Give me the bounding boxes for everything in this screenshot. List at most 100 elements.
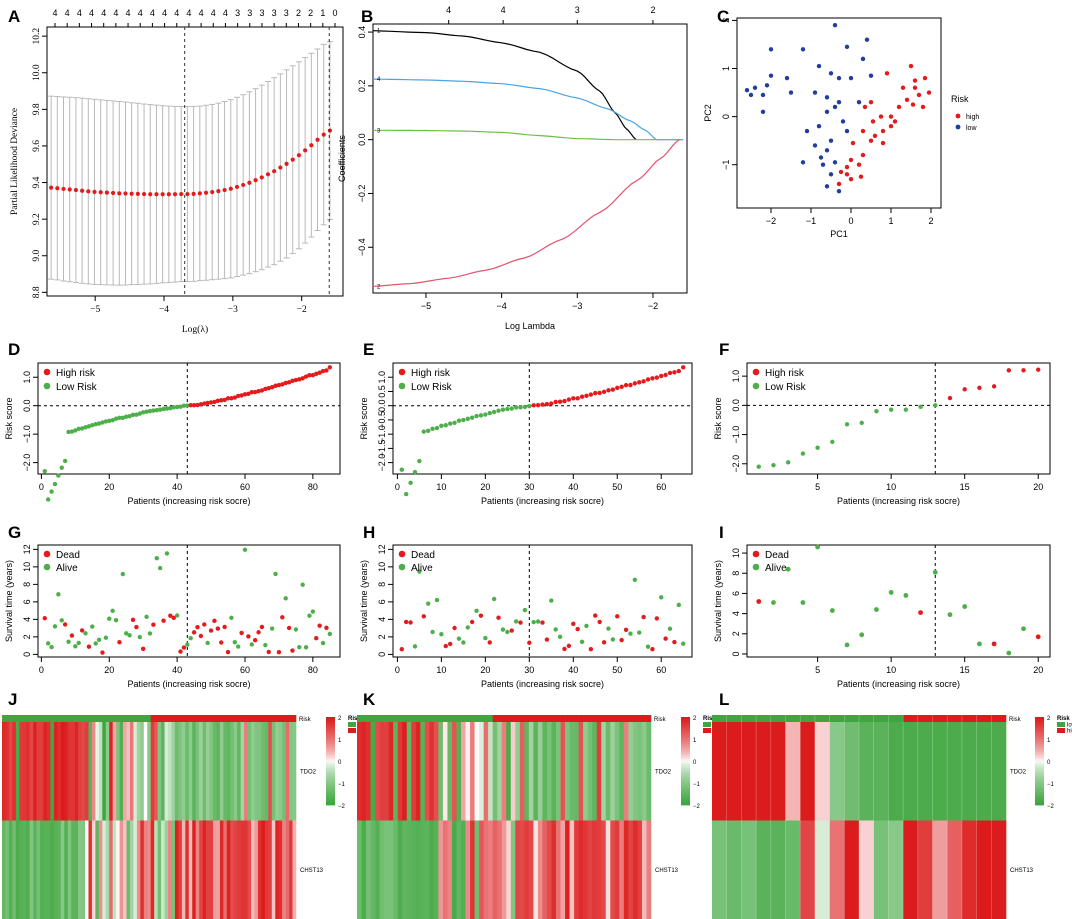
scale-bar-segment: [1035, 785, 1044, 788]
chst13-cell: [244, 820, 248, 919]
tdo2-cell: [619, 722, 625, 821]
tdo2-cell: [5, 722, 10, 821]
risk-annotation-cell: [447, 715, 453, 722]
risk-annotation-cell: [212, 715, 217, 722]
risk-annotation-cell: [119, 715, 124, 722]
tdo2-cell: [226, 722, 231, 821]
chst13-cell: [285, 820, 290, 919]
pca-point-high: [922, 75, 928, 81]
risk-annotation-cell: [641, 715, 647, 722]
alive-point: [113, 618, 119, 623]
tdo2-cell: [223, 722, 228, 821]
tdo2-cell: [506, 722, 512, 821]
chst13-cell: [188, 820, 193, 919]
pca-point-low: [760, 92, 766, 98]
scale-bar-segment: [326, 780, 335, 784]
risk-annotation-cell: [465, 715, 471, 722]
tdo2-cell: [560, 722, 566, 821]
y-tick-label: 4: [731, 611, 741, 616]
low-risk-point: [59, 465, 64, 470]
high-risk-point: [195, 402, 200, 408]
scale-bar-segment: [1035, 765, 1044, 768]
scale-bar-segment: [681, 721, 690, 724]
risk-annotation-cell: [497, 715, 503, 722]
scale-tick-label: −1: [338, 782, 346, 788]
risk-annotation-cell: [461, 715, 466, 722]
y-tick-label: 0.0: [377, 399, 387, 412]
tdo2-cell: [244, 722, 248, 821]
tdo2-cell: [251, 722, 255, 821]
top-tick-label: 4: [199, 8, 204, 18]
scale-bar-segment: [1035, 791, 1044, 795]
y-tick-label: −2.0: [377, 454, 387, 472]
tdo2-cell: [596, 722, 602, 821]
deviance-point: [210, 189, 215, 195]
alive-point: [553, 627, 558, 632]
alive-point: [307, 613, 312, 618]
coef-label: 2: [377, 284, 381, 290]
scale-tick-label: 1: [693, 738, 697, 744]
alive-point: [300, 582, 305, 587]
tdo2-cell: [519, 722, 525, 821]
scale-bar-segment: [681, 730, 690, 733]
y-tick-label: −0.2: [357, 185, 367, 203]
alive-point: [859, 632, 865, 638]
high-risk-point: [215, 398, 221, 404]
tdo2-cell: [888, 722, 904, 821]
scale-bar-segment: [1035, 734, 1044, 738]
risk-annotation-cell: [726, 715, 742, 722]
alive-point: [500, 627, 506, 632]
x-tick-label: 80: [308, 482, 318, 492]
tdo2-cell: [271, 722, 276, 821]
high-risk-point: [645, 377, 651, 382]
pca-point-high: [920, 104, 926, 110]
pca-point-high: [878, 114, 884, 119]
tdo2-cell: [542, 722, 548, 821]
pca-point-high: [848, 157, 854, 163]
chst13-cell: [36, 820, 41, 919]
risk-annotation-cell: [501, 715, 507, 722]
tdo2-cell: [637, 722, 643, 821]
chst13-cell: [411, 820, 417, 919]
risk-annotation-cell: [402, 715, 408, 722]
low-risk-point: [785, 460, 791, 465]
high-risk-point: [575, 396, 580, 401]
scale-bar-segment: [681, 776, 690, 779]
alive-point: [659, 595, 664, 600]
risk-annotation-cell: [388, 715, 394, 722]
chst13-cell: [361, 820, 367, 919]
pca-point-low: [824, 95, 830, 100]
tdo2-cell: [524, 722, 530, 821]
x-tick-label: 0: [395, 482, 400, 492]
x-tick-label: 2: [928, 216, 933, 226]
pca-point-low: [824, 184, 830, 189]
tdo2-cell: [168, 722, 172, 821]
tdo2-cell: [33, 722, 37, 821]
dead-point: [134, 624, 139, 630]
risk-annotation-cell: [289, 715, 293, 722]
high-risk-point: [579, 394, 585, 399]
chst13-cell: [154, 820, 158, 919]
top-tick-label: 4: [126, 8, 131, 18]
chst13-cell: [278, 820, 283, 919]
chst13-cell: [126, 820, 131, 919]
alive-point: [185, 642, 190, 647]
risk-annotation-cell: [230, 715, 235, 722]
dead-point: [219, 640, 224, 645]
chst13-cell: [33, 820, 37, 919]
high-risk-point: [628, 382, 633, 388]
deviance-point: [290, 157, 295, 162]
y-tick-label: 8: [22, 582, 32, 587]
deviance-point: [61, 186, 66, 192]
x-tick-label: 40: [172, 665, 182, 675]
x-tick-label: 20: [480, 482, 490, 492]
scale-tick-label: 0: [338, 760, 342, 766]
alive-point: [49, 644, 54, 650]
chst13-cell: [712, 820, 727, 919]
high-risk-point: [977, 385, 982, 391]
chst13-cell: [26, 820, 30, 919]
scale-bar-segment: [681, 719, 690, 722]
x-tick-label: 0: [848, 216, 853, 226]
low-risk-point: [417, 458, 422, 464]
alive-point: [903, 593, 909, 598]
